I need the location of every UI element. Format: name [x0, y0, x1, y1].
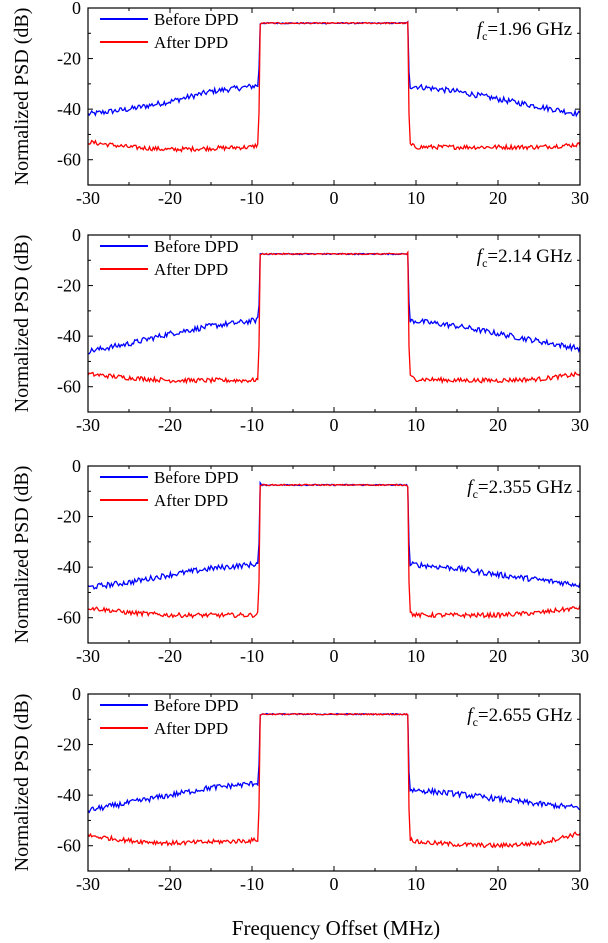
legend-label: Before DPD [154, 696, 239, 715]
series-line-before-dpd [88, 480, 580, 590]
y-tick-label: 0 [72, 0, 81, 18]
legend-label: After DPD [154, 33, 228, 52]
y-axis-label: Normalized PSD (dB) [11, 235, 33, 413]
y-tick-label: 0 [72, 225, 81, 245]
y-tick-label: -60 [57, 377, 81, 397]
panel-4: -30 -20 -10 0 10 20 30 0 -20 -40 -60 Normalized PSD… [11, 684, 589, 894]
x-tick-label: -30 [76, 646, 100, 666]
y-tick-label: -40 [57, 99, 81, 119]
legend-label: Before DPD [154, 468, 239, 487]
panel-2: -30 -20 -10 0 10 20 30 0 -20 -40 -60 Normalized PSD… [11, 225, 589, 435]
x-tick-label: -10 [240, 646, 264, 666]
series-line-after-dpd [88, 712, 580, 849]
y-axis-label: Normalized PSD (dB) [11, 466, 33, 644]
panel-1: -30 -20 -10 0 10 20 30 0 -20 -40 -60 Normalized PSD… [11, 0, 589, 208]
x-tick-label: 0 [330, 415, 339, 435]
x-tick-label: -20 [158, 415, 182, 435]
y-tick-label: 0 [72, 456, 81, 476]
x-tick-label: 10 [407, 415, 425, 435]
x-tick-label: -10 [240, 874, 264, 894]
y-tick-label: -40 [57, 785, 81, 805]
x-tick-label: -20 [158, 646, 182, 666]
panel-3: -30 -20 -10 0 10 20 30 0 -20 -40 -60 Normalized PSD… [11, 456, 589, 666]
series-line-after-dpd [88, 250, 580, 385]
y-tick-label: -20 [57, 276, 81, 296]
legend-label: Before DPD [154, 10, 239, 29]
x-tick-label: 20 [489, 415, 507, 435]
y-tick-label: -40 [57, 557, 81, 577]
x-tick-label: -10 [240, 415, 264, 435]
legend-label: After DPD [154, 719, 228, 738]
x-tick-label: 0 [330, 188, 339, 208]
x-tick-label: -20 [158, 188, 182, 208]
x-tick-label: 10 [407, 874, 425, 894]
x-tick-label: 10 [407, 188, 425, 208]
legend-label: After DPD [154, 491, 228, 510]
y-axis-label: Normalized PSD (dB) [11, 8, 33, 186]
x-tick-label: -10 [240, 188, 264, 208]
carrier-frequency-label: fc=2.655 GHz [467, 705, 572, 729]
carrier-frequency-label: fc=2.355 GHz [467, 477, 572, 501]
series-line-after-dpd [88, 21, 580, 153]
x-tick-label: -30 [76, 874, 100, 894]
x-tick-label: 20 [489, 188, 507, 208]
y-tick-label: 0 [72, 684, 81, 704]
x-tick-label: -30 [76, 188, 100, 208]
y-tick-label: -60 [57, 150, 81, 170]
y-tick-label: -20 [57, 49, 81, 69]
x-tick-label: 30 [571, 188, 589, 208]
x-tick-label: 20 [489, 874, 507, 894]
y-tick-label: -40 [57, 326, 81, 346]
x-tick-label: 30 [571, 415, 589, 435]
carrier-frequency-label: fc=1.96 GHz [477, 19, 572, 43]
series-line-after-dpd [88, 483, 580, 620]
y-tick-label: -20 [57, 507, 81, 527]
x-tick-label: 20 [489, 646, 507, 666]
x-tick-label: 0 [330, 646, 339, 666]
y-tick-label: -60 [57, 836, 81, 856]
x-axis-label: Frequency Offset (MHz) [232, 916, 440, 940]
y-axis-label: Normalized PSD (dB) [11, 694, 33, 872]
x-tick-label: -20 [158, 874, 182, 894]
x-tick-label: 30 [571, 646, 589, 666]
legend-label: After DPD [154, 260, 228, 279]
x-tick-label: 0 [330, 874, 339, 894]
y-tick-label: -60 [57, 608, 81, 628]
x-tick-label: -30 [76, 415, 100, 435]
carrier-frequency-label: fc=2.14 GHz [477, 246, 572, 270]
y-tick-label: -20 [57, 735, 81, 755]
x-tick-label: 30 [571, 874, 589, 894]
legend-label: Before DPD [154, 237, 239, 256]
x-tick-label: 10 [407, 646, 425, 666]
